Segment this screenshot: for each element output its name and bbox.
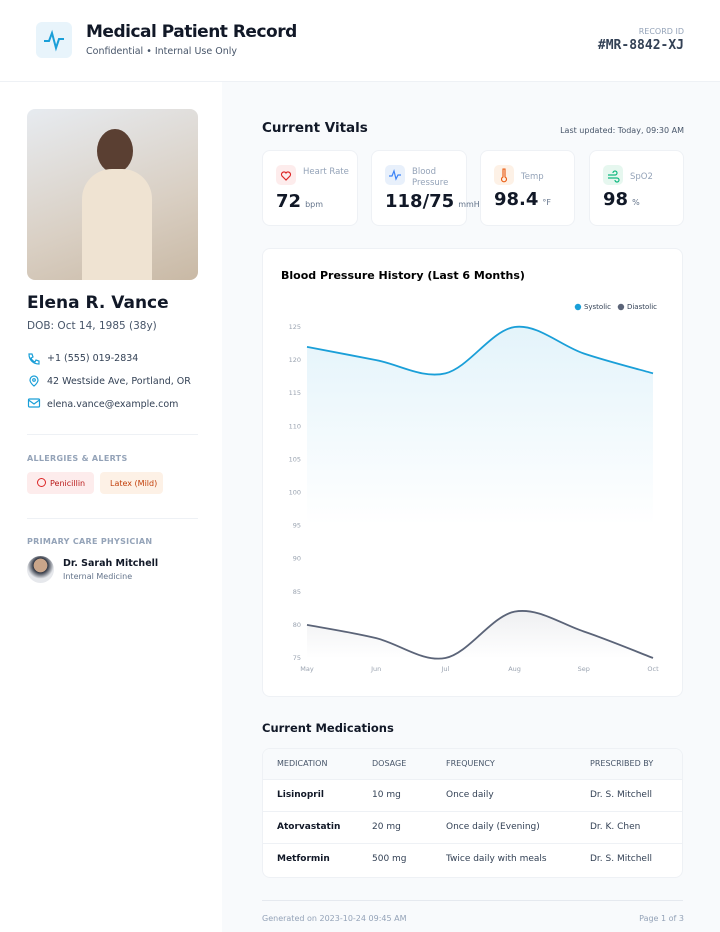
dob: DOB: Oct 14, 1985 (38y) [27, 320, 157, 332]
last-updated: Last updated: Today, 09:30 AM [560, 126, 684, 135]
x-tick-label: Jun [370, 665, 381, 673]
y-tick-label: 85 [293, 588, 301, 596]
line [306, 325, 654, 376]
chart-title: Blood Pressure History (Last 6 Months) [281, 269, 525, 282]
y-tick-label: 120 [289, 356, 301, 364]
vital-card: Blood Pressure 118/75 mmHg [371, 150, 485, 226]
cell: Twice daily with meals [432, 842, 576, 875]
cell: 10 mg [358, 778, 432, 811]
section-title: Current Medications [262, 721, 394, 735]
allergies-heading: ALLERGIES & ALERTS [27, 454, 128, 463]
address: 42 Westside Ave, Portland, OR [47, 376, 191, 387]
phone: +1 (555) 019-2834 [47, 353, 139, 364]
column-header: PRESCRIBED BY [576, 749, 682, 779]
x-tick-label: Oct [647, 665, 659, 673]
vital-value: 98.4 [494, 189, 539, 210]
patient-photo [27, 109, 198, 280]
cell: Once daily (Evening) [432, 810, 576, 843]
legend-label: Systolic [584, 303, 611, 311]
contact-icons [27, 353, 41, 408]
vital-value: 98 [603, 189, 629, 210]
y-tick-label: 80 [293, 621, 301, 629]
header-row: MEDICATION DOSAGE FREQUENCY PRESCRIBED BY [263, 749, 682, 779]
vital-unit: % [632, 198, 640, 207]
legend-label: Diastolic [627, 303, 657, 311]
y-tick-label: 95 [293, 522, 301, 530]
vital-label: SpO2 [630, 172, 653, 182]
record-id: #MR-8842-XJ [597, 38, 684, 53]
row: Lisinopril 10 mg Once daily Dr. S. Mitchell [263, 778, 682, 811]
vital-card: Heart Rate 72 bpm [262, 150, 358, 226]
x-tick-label: Aug [508, 665, 521, 673]
x-tick-label: Jul [440, 665, 449, 673]
x-tick-label: May [300, 665, 314, 673]
patient-name: Elena R. Vance [27, 293, 169, 313]
legend-swatch [574, 303, 582, 311]
column-header: MEDICATION [263, 749, 358, 779]
sidebar: Elena R. Vance DOB: Oct 14, 1985 (38y) +… [0, 82, 222, 932]
cell: Metformin [263, 842, 358, 875]
subtitle: Confidential • Internal Use Only [86, 46, 237, 57]
cell: Atorvastatin [263, 810, 358, 843]
cell: 500 mg [358, 842, 432, 875]
vital-label: Heart Rate [303, 167, 349, 177]
section-title: Current Vitals [262, 120, 368, 136]
vital-label: Temp [521, 172, 544, 182]
y-tick-label: 90 [293, 555, 301, 563]
vital-unit: mmHg [458, 200, 485, 209]
header: Medical Patient Record Confidential • In… [0, 0, 720, 82]
y-tick-label: 100 [289, 489, 301, 497]
column-header: DOSAGE [358, 749, 432, 779]
allergy: Latex (Mild) [110, 479, 158, 488]
allergy-chip: Penicillin [27, 472, 94, 494]
legend-swatch [617, 303, 625, 311]
cell: Lisinopril [263, 778, 358, 811]
y-tick-label: 125 [289, 323, 301, 331]
vital-unit: bpm [305, 200, 324, 209]
allergy: Penicillin [50, 479, 86, 488]
chart-card: Blood Pressure History (Last 6 Months) 7… [262, 248, 683, 697]
vital-value: 72 [276, 191, 302, 212]
physician-name: Dr. Sarah Mitchell [63, 558, 159, 569]
email: elena.vance@example.com [47, 399, 179, 410]
vital-unit: °F [542, 198, 552, 207]
vital-card: Temp 98.4 °F [480, 150, 575, 226]
title: Medical Patient Record [86, 22, 297, 42]
cell: Dr. S. Mitchell [576, 778, 682, 811]
page-number: Page 1 of 3 [639, 914, 684, 923]
cell: Dr. S. Mitchell [576, 842, 682, 875]
y-tick-label: 75 [293, 654, 301, 662]
row: Atorvastatin 20 mg Once daily (Evening) Dr.… [263, 810, 682, 843]
divider [262, 900, 683, 901]
table: MEDICATION DOSAGE FREQUENCY PRESCRIBED BY Li… [263, 749, 682, 875]
divider [27, 518, 198, 519]
y-tick-label: 105 [289, 455, 301, 463]
vital-label: Blood Pressure [412, 167, 449, 188]
physician-avatar [27, 556, 54, 583]
physician-heading: PRIMARY CARE PHYSICIAN [27, 537, 153, 546]
physician-specialty: Internal Medicine [63, 572, 133, 581]
cell: Once daily [432, 778, 576, 811]
vital-card: SpO2 98% [589, 150, 684, 226]
allergy-chip: Latex (Mild) [100, 472, 163, 494]
line [306, 610, 654, 660]
area [307, 326, 653, 526]
area [307, 610, 653, 659]
row: Metformin 500 mg Twice daily with meals Dr.… [263, 842, 682, 875]
cell: Dr. K. Chen [576, 810, 682, 843]
logo [36, 22, 72, 58]
medications-table: MEDICATION DOSAGE FREQUENCY PRESCRIBED BY Li… [262, 748, 683, 878]
y-tick-label: 115 [289, 389, 301, 397]
cell: 20 mg [358, 810, 432, 843]
x-tick-label: Sep [578, 665, 590, 673]
divider [27, 434, 198, 435]
column-header: FREQUENCY [432, 749, 576, 779]
y-tick-label: 110 [289, 422, 301, 430]
chart: Blood Pressure History (Last 6 Months) 7… [281, 269, 659, 673]
vital-value: 118/75 [385, 191, 455, 212]
record-id-label: RECORD ID [638, 27, 684, 36]
generated: Generated on 2023-10-24 09:45 AM [262, 914, 407, 923]
